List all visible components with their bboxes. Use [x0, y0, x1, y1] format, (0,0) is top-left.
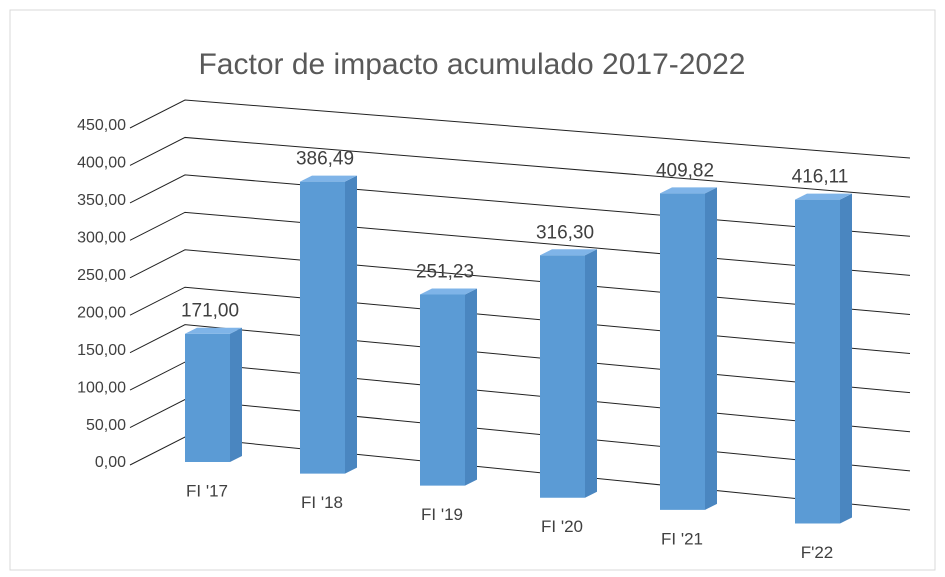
bar	[420, 288, 477, 486]
bar-side	[230, 327, 242, 463]
x-tick-label: FI '18	[301, 493, 343, 512]
bar-top	[300, 175, 357, 182]
value-label: 409,82	[656, 160, 714, 181]
bar	[540, 249, 597, 498]
bar-top	[795, 193, 852, 200]
bar	[300, 175, 357, 474]
bar	[185, 327, 242, 463]
grid-line	[129, 136, 911, 198]
value-label: 171,00	[181, 301, 239, 322]
bar-side	[345, 175, 357, 474]
y-tick-label: 50,00	[86, 417, 126, 434]
bar-top	[185, 327, 242, 334]
chart-title: Factor de impacto acumulado 2017-2022	[198, 48, 745, 81]
y-tick-label: 250,00	[77, 267, 126, 284]
bar-top	[420, 288, 477, 295]
bar-side	[585, 249, 597, 498]
x-tick-label: FI '17	[186, 482, 228, 501]
bar-front	[185, 333, 230, 463]
bar-front	[795, 199, 840, 524]
bar	[795, 193, 852, 524]
y-tick-label: 300,00	[77, 230, 126, 247]
value-label: 316,30	[536, 222, 594, 243]
bar-front	[300, 181, 345, 474]
y-tick-label: 450,00	[77, 117, 126, 134]
bar-top	[660, 187, 717, 194]
x-tick-label: FI '20	[541, 517, 583, 536]
bar-side	[705, 187, 717, 510]
y-tick-label: 0,00	[95, 454, 126, 471]
bar-front	[420, 294, 465, 486]
x-tick-label: FI '21	[661, 529, 703, 548]
y-tick-label: 400,00	[77, 155, 126, 172]
bar-side	[840, 193, 852, 524]
bar-front	[540, 255, 585, 498]
bar-top	[540, 249, 597, 256]
bar-front	[660, 193, 705, 510]
y-tick-label: 200,00	[77, 304, 126, 321]
y-tick-label: 150,00	[77, 342, 126, 359]
x-tick-label: F'22	[801, 543, 834, 562]
y-tick-label: 100,00	[77, 379, 126, 396]
value-label: 416,11	[792, 167, 849, 188]
value-label: 386,49	[296, 149, 354, 170]
bar-side	[465, 288, 477, 486]
y-tick-label: 350,00	[77, 192, 126, 209]
x-tick-label: FI '19	[421, 505, 463, 524]
value-label: 251,23	[416, 261, 474, 282]
grid-line	[129, 99, 911, 159]
bar	[660, 187, 717, 510]
